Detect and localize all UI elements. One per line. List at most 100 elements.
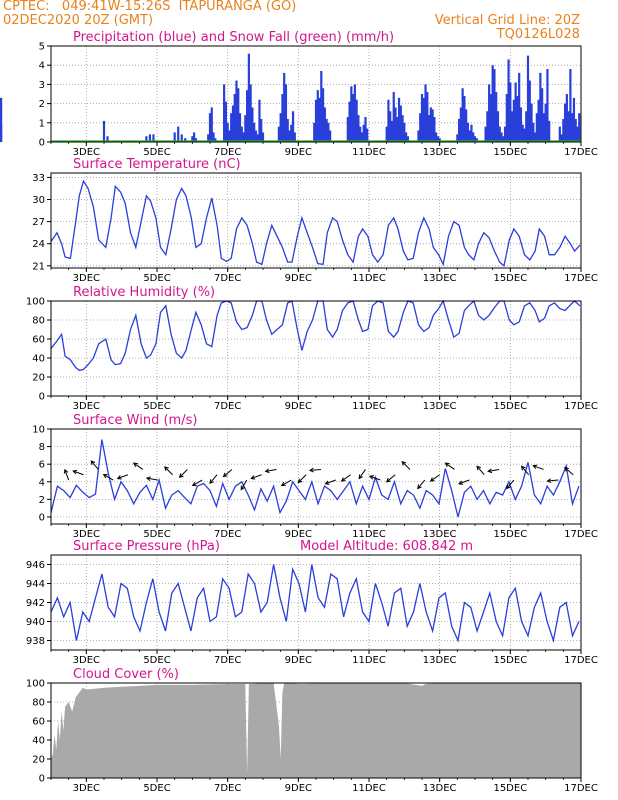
wind-arrow-head [63,468,69,474]
precip-bar [512,99,515,142]
precip-bar [240,126,243,142]
precip-bar [484,126,487,142]
wind-arrow [72,470,84,476]
wind-arrow-head [209,479,214,484]
cloud-ytick-label: 20 [32,755,45,766]
precip-bar [360,132,364,142]
precip-bar [498,126,501,142]
wind-arrow-head [458,480,464,485]
precip-bar [207,134,210,142]
wind-arrow [521,465,530,476]
precip-bar [353,84,356,142]
cloud-ytick-label: 0 [39,774,45,785]
wind-arrow-head [72,469,78,475]
precip-bar [394,107,397,142]
precip-ytick-label: 0 [39,138,45,149]
temperature-xtick-label: 17DEC [564,273,598,284]
wind-arrow [417,479,426,489]
wind-arrow [223,469,233,477]
wind-arrow-head [116,475,122,480]
wind-ytick-label: 2 [39,495,45,506]
precip-bar [180,134,183,142]
wind-arrow [309,468,321,471]
wind-arrow [341,474,351,482]
forecast-start-time: 02DEC2020 20Z (GMT) [3,13,154,28]
precip-bar [405,132,408,142]
precip-bar [528,80,531,142]
precip-bar [231,105,235,142]
wind-arrow-head [164,466,169,471]
precip-bar [399,105,402,142]
pressure-xtick-label: 7DEC [214,655,241,666]
precip-bar [288,130,291,142]
pressure-xtick-label: 13DEC [423,655,457,666]
wind-arrow-head [368,475,374,480]
precip-bar [387,99,390,142]
precip-xtick-label: 3DEC [73,147,100,158]
precip-ytick-label: 1 [39,118,45,129]
cloud-ytick-label: 60 [32,717,45,728]
precip-bar [403,122,406,142]
wind-arrow-head [308,467,314,473]
wind-arrow-head [340,477,346,482]
precip-bar [318,97,321,142]
wind-ytick-label: 10 [32,425,45,436]
wind-arrow [240,479,248,490]
precip-bar [390,120,394,142]
precip-bar [290,124,293,142]
precip-bar [355,99,358,142]
humidity-xtick-label: 13DEC [423,401,457,412]
precip-bar [194,138,197,142]
precip-bar [283,72,286,142]
cloud-xtick-label: 11DEC [352,783,386,794]
humidity-xtick-label: 17DEC [564,401,598,412]
precip-bar [518,72,521,142]
wind-arrow [179,469,188,478]
precip-bar [509,82,512,142]
temperature-frame [50,172,582,269]
precip-bar [350,86,353,142]
precip-bar [364,117,367,142]
precip-bar [291,111,295,142]
precip-bar [357,115,360,142]
precip-bar [486,111,489,142]
wind-arrow-head [297,478,303,484]
wind-arrow [297,474,307,483]
wind-title: Surface Wind (m/s) [73,413,197,428]
wind-arrow-head [191,481,197,487]
precip-bar [314,99,318,142]
precip-bar [191,136,194,142]
temperature-series-line [50,179,581,268]
precip-bar [419,113,422,142]
wind-arrow [564,467,574,476]
precip-bar [145,136,148,142]
precip-bar [514,82,517,142]
wind-xtick-label: 13DEC [423,529,457,540]
wind-arrow [488,468,500,472]
precip-bar [574,118,577,142]
precip-bar [470,124,473,142]
wind-arrow-head [133,462,138,467]
wind-arrow [386,474,396,483]
precip-bar [238,113,242,142]
pressure-series-line [50,564,580,644]
wind-arrow [90,460,99,470]
wind-arrow-head [385,477,391,483]
precip-bar [173,132,176,142]
wind-arrow-head [444,462,450,467]
pressure-title: Surface Pressure (hPa) [73,539,220,554]
precip-bar [565,94,568,142]
temperature-ytick-label: 30 [32,195,45,206]
temperature-xtick-label: 13DEC [423,273,457,284]
humidity-frame [50,300,582,397]
wind-arrow [358,469,366,479]
precip-bar [406,136,409,142]
cloud-xtick-label: 3DEC [73,783,100,794]
precip-ytick-label: 2 [39,99,45,110]
precip-bar [230,113,233,142]
humidity-title: Relative Humidity (%) [73,285,215,300]
wind-arrow [445,462,455,470]
precip-bar [253,122,256,142]
precip-bar [507,59,510,142]
wind-arrow [547,479,559,482]
